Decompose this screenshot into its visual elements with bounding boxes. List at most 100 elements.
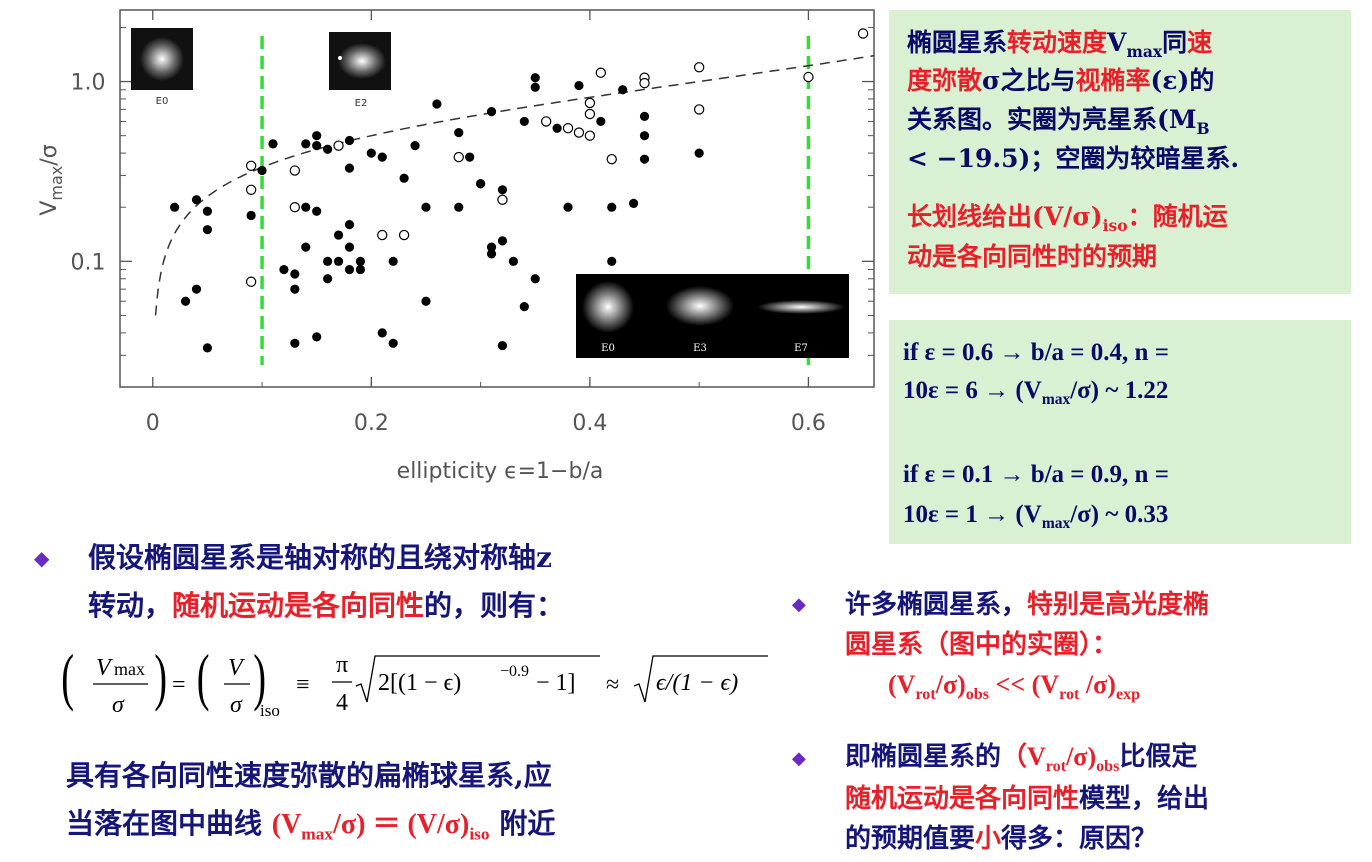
observation-line-1: 许多椭圆星系，特别是高光度椭 — [845, 590, 1210, 620]
data-point-filled — [388, 256, 398, 266]
data-point-filled — [639, 154, 650, 164]
x-axis-label: ellipticity ϵ=1−b/a — [397, 459, 604, 484]
data-point-open — [606, 153, 617, 165]
data-point-open — [803, 71, 814, 83]
data-point-filled — [563, 202, 573, 212]
svg-text:2[(1 − ϵ): 2[(1 − ϵ) — [378, 670, 461, 696]
data-point-filled — [530, 73, 540, 83]
inset-label-e0: E0 — [156, 96, 169, 107]
data-point-filled — [486, 107, 497, 117]
svg-text:): ) — [154, 642, 167, 712]
scatter-chart: 0 0.2 0.4 0.6 0.1 1.0 E0 E2 E0 E3 E7 ellipti… — [37, 9, 875, 484]
inset-label-e2: E2 — [355, 98, 368, 109]
formula: ( V max σ ) = ( V σ ) iso ≡ π 4 2[(1 − ϵ… — [61, 642, 768, 720]
svg-text:=: = — [172, 672, 186, 698]
svg-text:≈: ≈ — [606, 672, 619, 698]
data-points — [170, 28, 869, 353]
data-point-filled — [257, 165, 267, 176]
data-point-filled — [301, 242, 311, 252]
inset-e0-thumbnail: E0 — [131, 28, 193, 107]
data-point-filled — [355, 256, 366, 266]
svg-text:σ: σ — [230, 692, 243, 718]
observation-line-2: 圆星系（图中的实圈）： — [845, 630, 1119, 660]
data-point-open — [377, 229, 388, 241]
data-point-filled — [377, 328, 387, 338]
svg-text:4: 4 — [336, 690, 348, 716]
data-point-filled — [618, 85, 628, 95]
question-line-1: 即椭圆星系的（Vrot/σ)obs比假定 — [845, 742, 1198, 776]
axis-ticks — [120, 10, 874, 387]
svg-text:(: ( — [61, 642, 74, 712]
data-point-open — [333, 140, 344, 151]
data-point-filled — [202, 206, 213, 216]
svg-text:): ) — [253, 642, 266, 712]
data-point-filled — [323, 144, 333, 154]
bullet-icon: ◆ — [792, 594, 806, 615]
data-point-filled — [344, 220, 355, 230]
data-point-filled — [202, 225, 213, 235]
data-point-filled — [497, 340, 508, 351]
svg-text:V: V — [228, 655, 245, 681]
assumption-line-2: 转动，随机运动是各向同性的，则有： — [88, 589, 565, 622]
data-point-filled — [596, 116, 606, 127]
svg-text:π: π — [336, 652, 348, 678]
svg-text:iso: iso — [260, 701, 280, 720]
data-point-filled — [246, 210, 256, 221]
data-point-filled — [432, 99, 442, 109]
data-point-filled — [519, 116, 529, 127]
data-point-filled — [279, 264, 289, 275]
data-point-filled — [639, 131, 650, 141]
bullet-icon: ◆ — [34, 546, 50, 570]
data-point-filled — [312, 131, 322, 141]
data-point-filled — [333, 256, 344, 266]
conclusion-line-1: 具有各向同性速度弥散的扁椭球星系,应 — [66, 759, 552, 792]
svg-text:−0.9: −0.9 — [500, 663, 529, 680]
data-point-filled — [694, 148, 704, 158]
data-point-filled — [323, 274, 333, 284]
data-point-filled — [312, 206, 322, 216]
data-point-open — [562, 123, 574, 134]
inset-label-e7: E7 — [794, 343, 808, 354]
data-point-filled — [607, 256, 617, 266]
x-tick-labels: 0 0.2 0.4 0.6 — [146, 411, 826, 436]
isotropic-curve — [154, 54, 875, 316]
data-point-open — [857, 28, 869, 39]
data-point-filled — [476, 179, 486, 189]
data-point-filled — [202, 343, 213, 353]
data-point-open — [245, 184, 257, 195]
data-point-filled — [421, 202, 431, 212]
data-point-filled — [486, 242, 497, 252]
y-tick-labels: 0.1 1.0 — [71, 71, 106, 276]
data-point-filled — [399, 173, 409, 183]
data-point-open — [573, 127, 585, 138]
data-point-open — [245, 160, 257, 171]
y-axis-label: Vmax/σ — [37, 144, 66, 215]
svg-text:V: V — [96, 655, 113, 681]
data-point-open — [584, 97, 596, 109]
data-point-filled — [344, 242, 355, 252]
data-point-filled — [388, 338, 398, 348]
inset-label-e0b: E0 — [601, 343, 615, 354]
data-point-filled — [519, 302, 529, 312]
assumption-line-1: 假设椭圆星系是轴对称的且绕对称轴z — [88, 541, 552, 574]
data-point-filled — [268, 139, 278, 149]
data-point-filled — [574, 80, 584, 91]
x-tick-label: 0.6 — [791, 411, 826, 436]
svg-text:(: ( — [197, 642, 210, 712]
data-point-filled — [344, 163, 355, 173]
data-point-open — [639, 77, 650, 89]
x-tick-label: 0.4 — [572, 411, 607, 436]
data-point-filled — [191, 195, 202, 205]
data-point-filled — [191, 284, 202, 294]
caption-box: 椭圆星系转动速度Vmax同速 度弥散σ之比与视椭率(ε)的 关系图。实圈为亮星系… — [889, 10, 1351, 294]
data-point-filled — [454, 202, 464, 212]
data-point-open — [289, 202, 301, 213]
inset-e2-thumbnail: E2 — [329, 32, 391, 109]
data-point-filled — [323, 256, 333, 266]
data-point-filled — [355, 264, 366, 275]
data-point-filled — [628, 198, 639, 209]
data-point-filled — [508, 256, 518, 266]
data-point-filled — [301, 139, 311, 149]
y-tick-label: 0.1 — [71, 250, 106, 275]
svg-text:− 1]: − 1] — [536, 670, 576, 696]
